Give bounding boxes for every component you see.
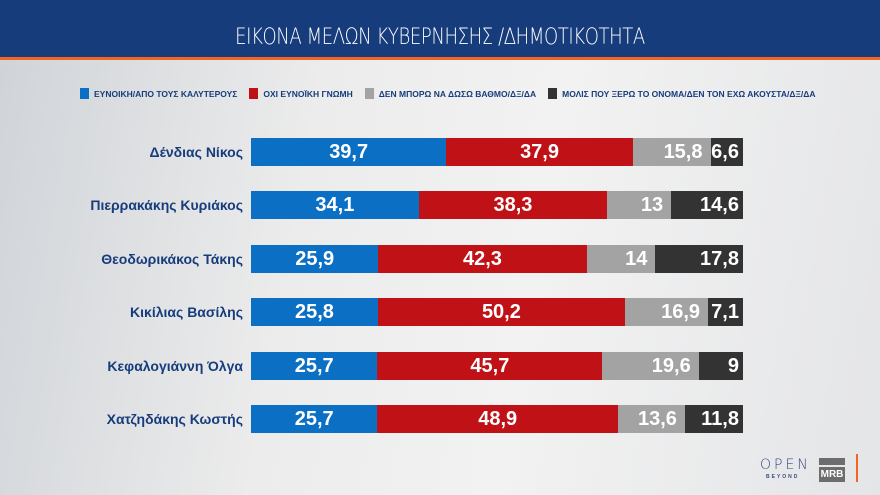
bar-segment-blue: 25,7 — [251, 352, 378, 380]
chart-row: Δένδιας Νίκος 39,7 37,9 15,8 6,6 — [0, 138, 880, 166]
legend-swatch — [548, 88, 558, 99]
bar-segment-gray: 13,6 — [618, 405, 685, 433]
bar-segment-gray: 16,9 — [624, 298, 709, 326]
legend-swatch — [249, 88, 259, 99]
category-label: Χατζηδάκης Κωστής — [106, 411, 243, 427]
bar-segment-red: 42,3 — [378, 245, 587, 273]
legend-swatch — [364, 88, 374, 99]
category-label: Πιερρακάκης Κυριάκος — [90, 197, 243, 213]
legend-item: ΜΟΛΙΣ ΠΟΥ ΞΕΡΩ ΤΟ ΟΝΟΜΑ/ΔΕΝ ΤΟΝ ΕΧΩ ΑΚΟΥ… — [548, 88, 816, 99]
bar-segment-red: 50,2 — [377, 298, 625, 326]
legend: ΕΥΝΟΙΚΗ/ΑΠΟ ΤΟΥΣ ΚΑΛΥΤΕΡΟΥΣ ΟΧΙ ΕΥΝΟΪΚΗ Γ… — [80, 88, 828, 99]
chart-row: Κικίλιας Βασίλης 25,8 50,2 16,9 7,1 — [0, 298, 880, 326]
bar-segment-blue: 25,9 — [251, 245, 379, 273]
header-band — [0, 0, 880, 57]
bar-segment-dark: 9 — [698, 352, 743, 380]
bar-segment-blue: 39,7 — [251, 138, 447, 166]
legend-label: ΔΕΝ ΜΠΟΡΩ ΝΑ ΔΩΣΩ ΒΑΘΜΟ/ΔΞ/ΔΑ — [378, 88, 537, 99]
header-accent-line — [0, 57, 880, 60]
legend-item: ΕΥΝΟΙΚΗ/ΑΠΟ ΤΟΥΣ ΚΑΛΥΤΕΡΟΥΣ — [80, 88, 237, 99]
beyond-logo-text: BEYOND — [766, 474, 800, 480]
stacked-bar: 39,7 37,9 15,8 6,6 — [251, 138, 743, 166]
legend-swatch — [80, 88, 89, 99]
bar-segment-dark: 7,1 — [708, 298, 743, 326]
category-label: Δένδιας Νίκος — [149, 144, 244, 160]
bar-segment-dark: 6,6 — [710, 138, 743, 166]
bar-segment-red: 37,9 — [446, 138, 633, 166]
chart-row: Κεφαλογιάννη Όλγα 25,7 45,7 19,6 9 — [0, 352, 880, 380]
legend-label: ΜΟΛΙΣ ΠΟΥ ΞΕΡΩ ΤΟ ΟΝΟΜΑ/ΔΕΝ ΤΟΝ ΕΧΩ ΑΚΟΥ… — [562, 88, 816, 99]
chart-row: Θεοδωρικάκος Τάκης 25,9 42,3 14 17,8 — [0, 245, 880, 273]
chart-row: Χατζηδάκης Κωστής 25,7 48,9 13,6 11,8 — [0, 405, 880, 433]
bar-segment-gray: 15,8 — [632, 138, 711, 166]
bar-segment-dark: 11,8 — [684, 405, 743, 433]
category-label: Θεοδωρικάκος Τάκης — [101, 251, 243, 267]
mrb-logo: MRB — [819, 458, 845, 482]
legend-item: ΔΕΝ ΜΠΟΡΩ ΝΑ ΔΩΣΩ ΒΑΘΜΟ/ΔΞ/ΔΑ — [364, 88, 537, 99]
logo-divider — [856, 454, 858, 482]
category-label: Κικίλιας Βασίλης — [130, 304, 243, 320]
legend-label: ΟΧΙ ΕΥΝΟΪΚΗ ΓΝΩΜΗ — [263, 88, 353, 99]
bar-segment-red: 48,9 — [377, 405, 619, 433]
bar-segment-blue: 25,8 — [251, 298, 378, 326]
bar-segment-red: 45,7 — [377, 352, 603, 380]
stacked-bar: 34,1 38,3 13 14,6 — [251, 191, 743, 219]
bar-segment-blue: 34,1 — [251, 191, 419, 219]
stacked-bar: 25,8 50,2 16,9 7,1 — [251, 298, 743, 326]
bar-segment-gray: 14 — [586, 245, 656, 273]
category-label: Κεφαλογιάννη Όλγα — [107, 358, 243, 374]
bar-segment-dark: 14,6 — [671, 191, 743, 219]
chart-row: Πιερρακάκης Κυριάκος 34,1 38,3 13 14,6 — [0, 191, 880, 219]
stacked-bar: 25,9 42,3 14 17,8 — [251, 245, 743, 273]
stacked-bar: 25,7 45,7 19,6 9 — [251, 352, 743, 380]
legend-item: ΟΧΙ ΕΥΝΟΪΚΗ ΓΝΩΜΗ — [249, 88, 353, 99]
legend-label: ΕΥΝΟΙΚΗ/ΑΠΟ ΤΟΥΣ ΚΑΛΥΤΕΡΟΥΣ — [94, 88, 238, 99]
bar-segment-red: 38,3 — [418, 191, 608, 219]
bar-segment-gray: 19,6 — [602, 352, 699, 380]
open-logo: OPEN — [760, 457, 811, 473]
stacked-bar: 25,7 48,9 13,6 11,8 — [251, 405, 743, 433]
bar-segment-dark: 17,8 — [655, 245, 743, 273]
bar-segment-gray: 13 — [607, 191, 672, 219]
bar-segment-blue: 25,7 — [251, 405, 378, 433]
page-title: ΕΙΚΟΝΑ ΜΕΛΩΝ ΚΥΒΕΡΝΗΣΗΣ /ΔΗΜΟΤΙΚΟΤΗΤΑ — [235, 25, 645, 50]
